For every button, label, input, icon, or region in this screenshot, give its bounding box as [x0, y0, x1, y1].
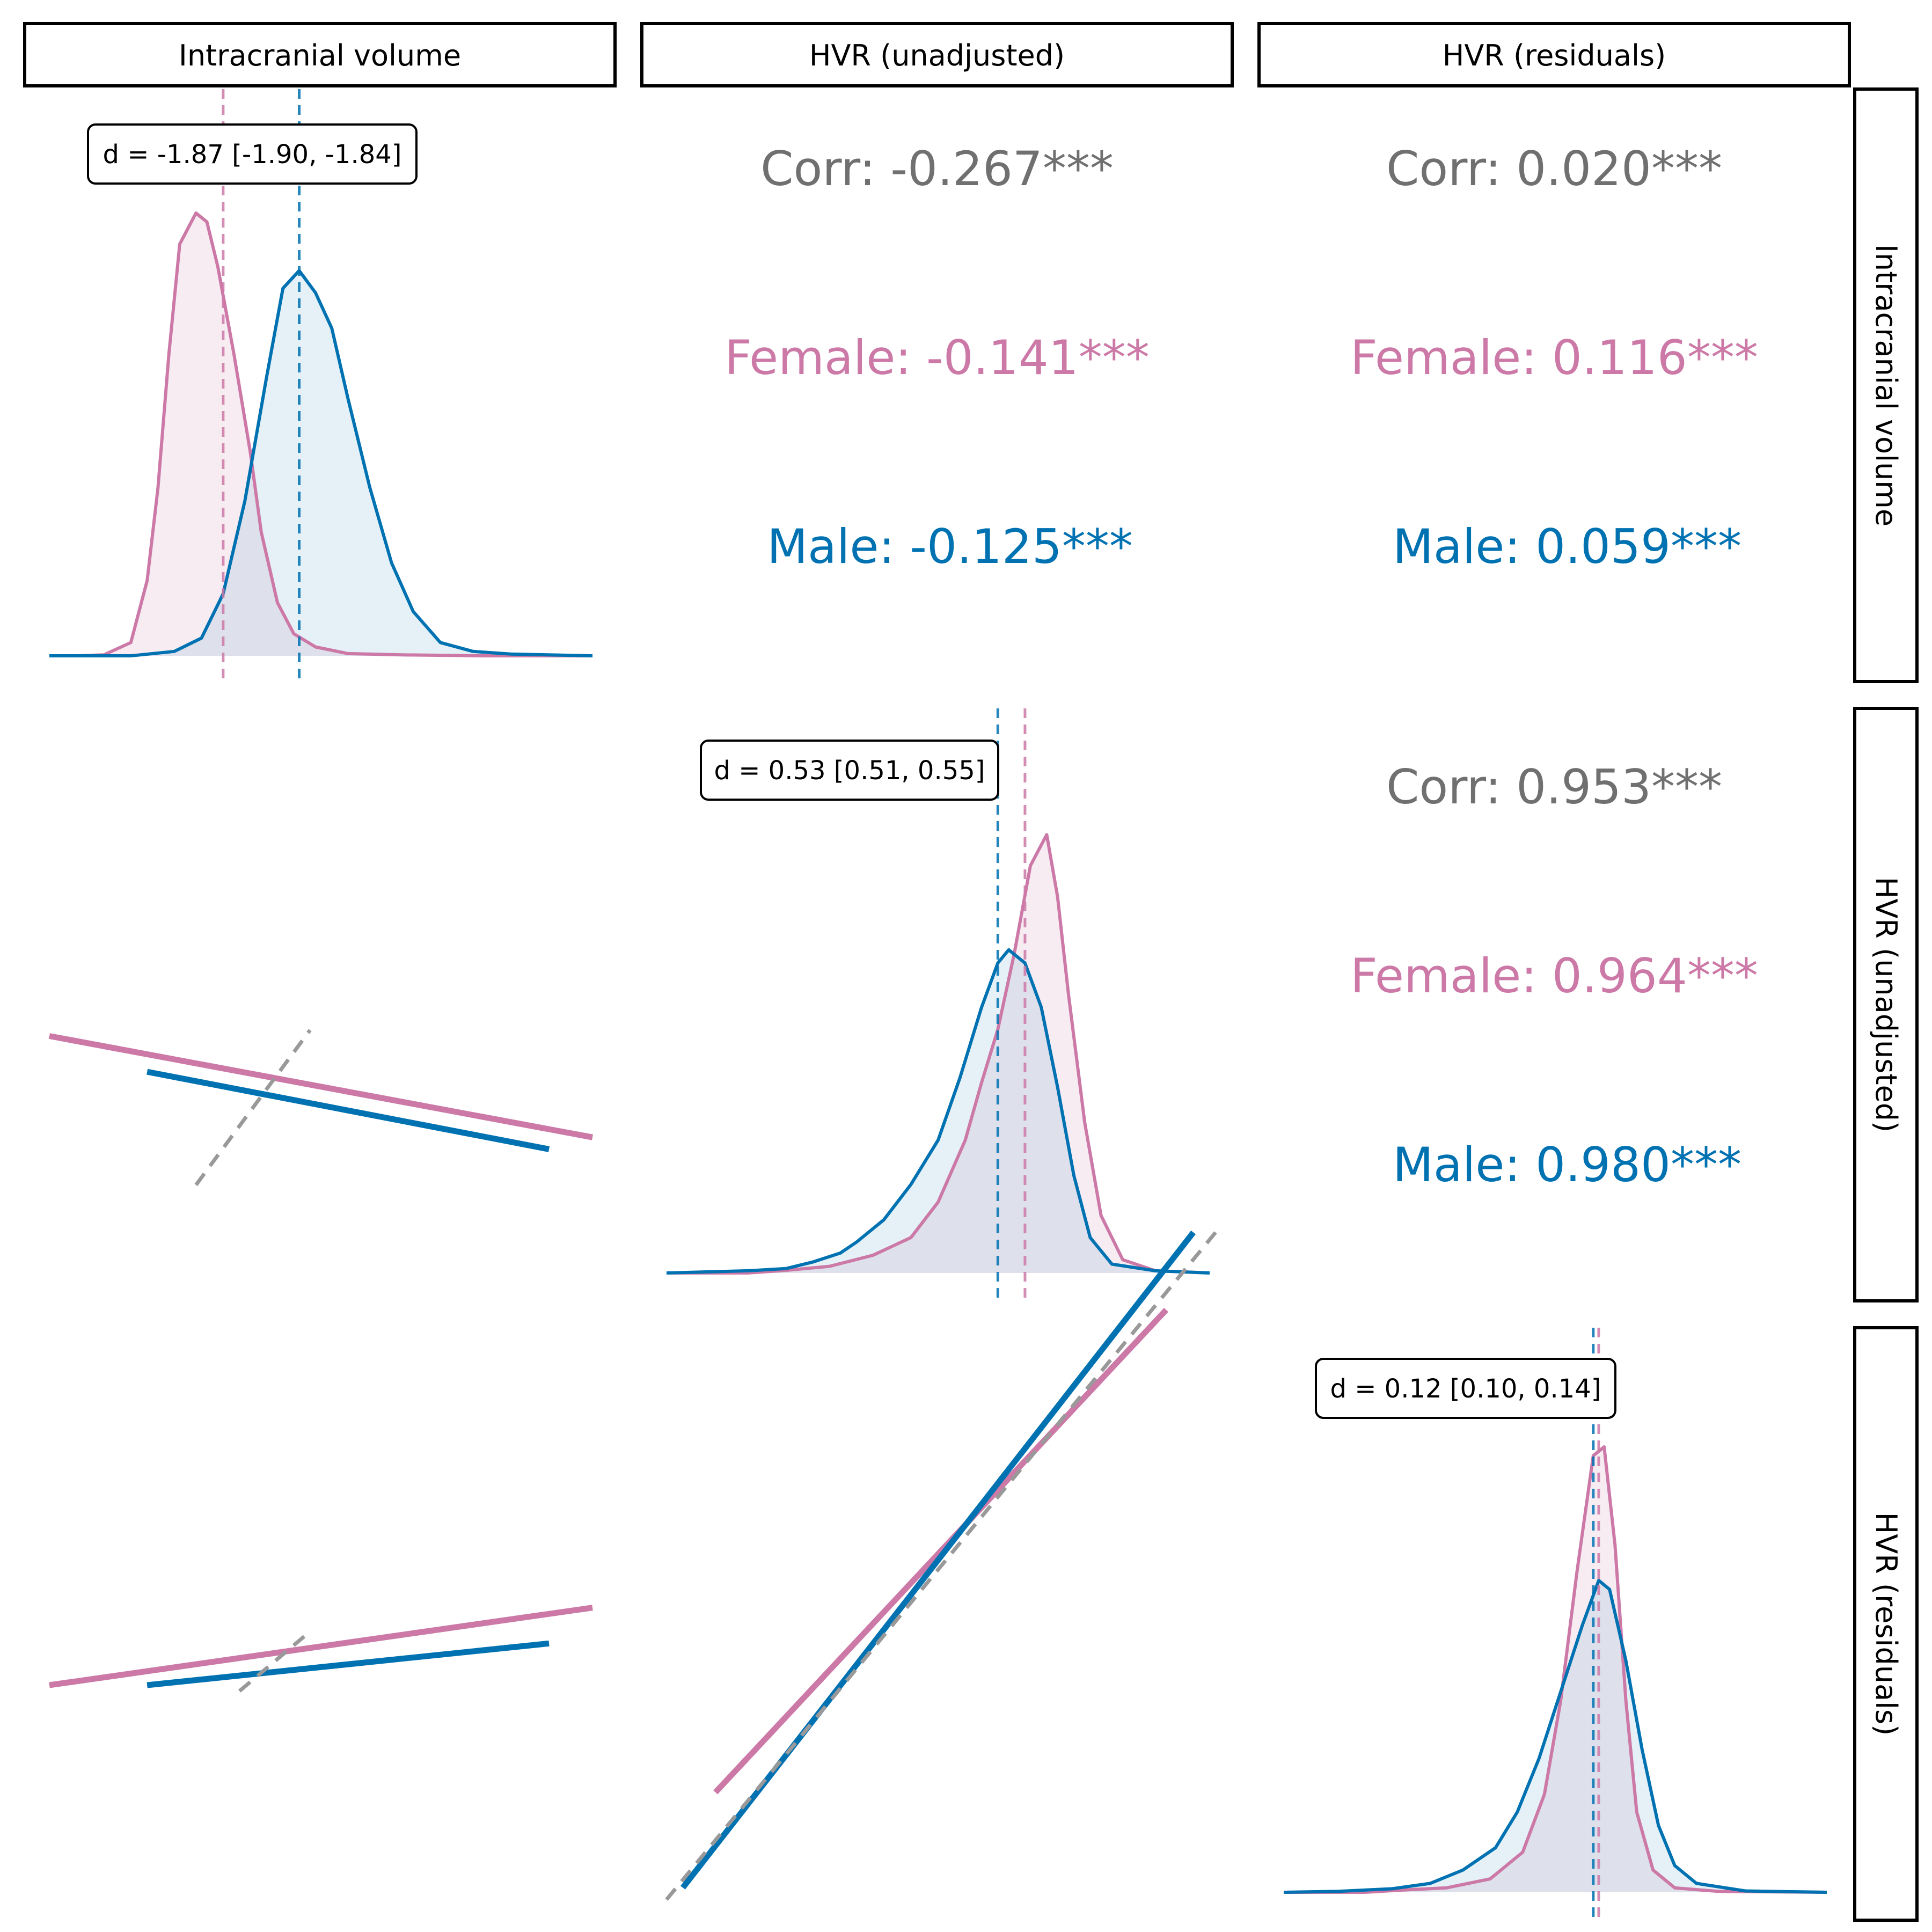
- density-panel-intracranial-volume: d = -1.87 [-1.90, -1.84]: [49, 89, 593, 685]
- male-density-line: [666, 948, 1210, 1275]
- overall-regression-line: [238, 1630, 312, 1693]
- male-regression-line: [680, 1231, 1196, 1890]
- male-density-area: [667, 949, 1210, 1273]
- overall-regression-line: [665, 1225, 1222, 1901]
- cohens-d-box: [87, 123, 418, 185]
- overall-corr-label: Corr: 0.020***: [1386, 141, 1722, 196]
- female-regression-line: [49, 1605, 593, 1688]
- male-corr-label: Male: 0.059***: [1393, 519, 1741, 574]
- female-density-area: [49, 213, 592, 656]
- column-strip-3: HVR (residuals): [1257, 22, 1851, 87]
- column-strip-label-3: HVR (residuals): [1443, 39, 1666, 72]
- column-strip-label-2: HVR (unadjusted): [809, 39, 1065, 72]
- regression-panel-hvr-residuals-vs-icv: [49, 1605, 593, 1693]
- row-strip-1: Intracranial volume: [1853, 87, 1919, 683]
- male-density-line: [49, 269, 593, 657]
- cohens-d-box: [1315, 1358, 1616, 1419]
- overall-corr-label: Corr: 0.953***: [1386, 759, 1722, 815]
- female-regression-line: [713, 1307, 1169, 1795]
- female-density-area: [1284, 1447, 1827, 1892]
- female-density-line: [1284, 1445, 1827, 1894]
- corr-panel-hvr-unadjusted-hvr-residuals: Corr: 0.953*** Female: 0.964*** Male: 0.…: [1350, 759, 1758, 1192]
- row-strip-label-2: HVR (unadjusted): [1869, 877, 1903, 1132]
- overall-corr-label: Corr: -0.267***: [760, 141, 1114, 196]
- cohens-d-label: d = 0.12 [0.10, 0.14]: [1330, 1374, 1601, 1404]
- female-density-line: [667, 833, 1210, 1275]
- row-strip-label-3: HVR (residuals): [1869, 1512, 1903, 1736]
- male-regression-line: [147, 1640, 550, 1688]
- female-regression-line: [48, 1033, 594, 1140]
- column-strip-1: Intracranial volume: [23, 22, 617, 87]
- female-density-line: [49, 211, 592, 657]
- female-density-area: [667, 835, 1210, 1273]
- overall-regression-line: [194, 1029, 312, 1187]
- cohens-d-box: [700, 740, 999, 801]
- male-regression-line: [147, 1069, 550, 1152]
- female-corr-label: Female: -0.141***: [724, 330, 1149, 385]
- regression-panel-hvr-unadjusted-vs-icv: [48, 1029, 594, 1187]
- regression-panel-hvr-residuals-vs-hvr-unadjusted: [665, 1225, 1222, 1901]
- male-density-line: [1283, 1579, 1827, 1894]
- row-strip-label-1: Intracranial volume: [1869, 244, 1903, 526]
- density-panel-hvr-residuals: d = 0.12 [0.10, 0.14]: [1283, 1328, 1827, 1923]
- column-strip-2: HVR (unadjusted): [640, 22, 1234, 87]
- male-corr-label: Male: -0.125***: [767, 519, 1133, 574]
- corr-panel-icv-hvr-unadjusted: Corr: -0.267*** Female: -0.141*** Male: …: [724, 141, 1149, 574]
- male-density-area: [49, 270, 592, 656]
- female-corr-label: Female: 0.964***: [1350, 948, 1758, 1004]
- corr-panel-icv-hvr-residuals: Corr: 0.020*** Female: 0.116*** Male: 0.…: [1350, 141, 1758, 574]
- row-strip-2: HVR (unadjusted): [1853, 707, 1919, 1302]
- row-strip-3: HVR (residuals): [1853, 1326, 1919, 1922]
- male-corr-label: Male: 0.980***: [1393, 1137, 1741, 1192]
- column-strip-label-1: Intracranial volume: [179, 39, 461, 72]
- density-panel-hvr-unadjusted: d = 0.53 [0.51, 0.55]: [666, 708, 1210, 1304]
- cohens-d-label: d = 0.53 [0.51, 0.55]: [714, 756, 985, 786]
- female-corr-label: Female: 0.116***: [1350, 330, 1758, 385]
- cohens-d-label: d = -1.87 [-1.90, -1.84]: [103, 140, 401, 170]
